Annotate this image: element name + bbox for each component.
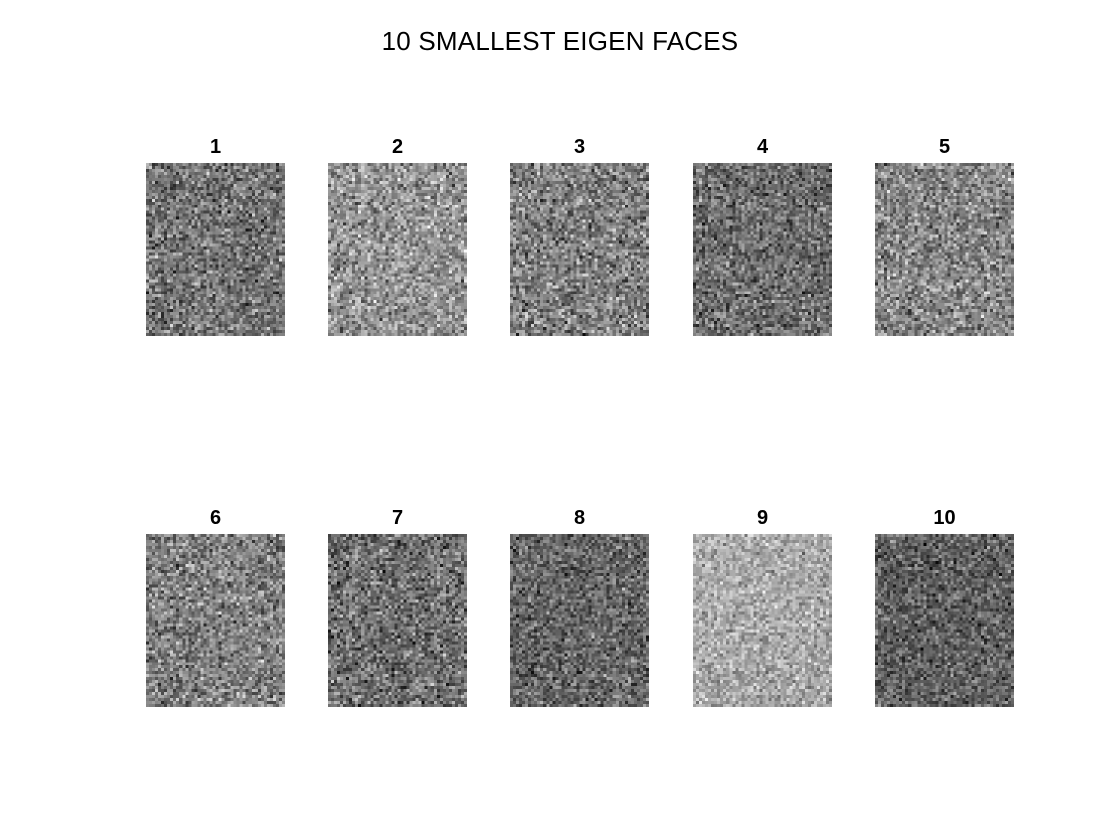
eigenface-panel-1: 1 xyxy=(146,137,285,336)
eigenface-title-9: 9 xyxy=(693,508,832,534)
eigenface-panel-10: 10 xyxy=(875,508,1014,707)
eigenface-image-7 xyxy=(328,534,467,707)
eigenface-title-4: 4 xyxy=(693,137,832,163)
eigenface-title-3: 3 xyxy=(510,137,649,163)
eigenface-image-2 xyxy=(328,163,467,336)
eigenface-image-9 xyxy=(693,534,832,707)
eigenface-title-5: 5 xyxy=(875,137,1014,163)
eigenface-panel-2: 2 xyxy=(328,137,467,336)
eigenface-title-1: 1 xyxy=(146,137,285,163)
eigenface-panel-8: 8 xyxy=(510,508,649,707)
eigenface-panel-3: 3 xyxy=(510,137,649,336)
eigenface-title-2: 2 xyxy=(328,137,467,163)
eigenface-image-3 xyxy=(510,163,649,336)
eigenface-title-7: 7 xyxy=(328,508,467,534)
eigenface-title-8: 8 xyxy=(510,508,649,534)
eigenface-panel-9: 9 xyxy=(693,508,832,707)
eigenface-title-6: 6 xyxy=(146,508,285,534)
eigenface-panel-7: 7 xyxy=(328,508,467,707)
eigenface-title-10: 10 xyxy=(875,508,1014,534)
eigenface-image-5 xyxy=(875,163,1014,336)
eigenface-image-6 xyxy=(146,534,285,707)
figure-title: 10 SMALLEST EIGEN FACES xyxy=(0,26,1120,57)
eigenface-panel-6: 6 xyxy=(146,508,285,707)
eigenface-image-10 xyxy=(875,534,1014,707)
eigenface-image-4 xyxy=(693,163,832,336)
eigenface-panel-4: 4 xyxy=(693,137,832,336)
eigenface-image-1 xyxy=(146,163,285,336)
eigenface-image-8 xyxy=(510,534,649,707)
eigenface-panel-5: 5 xyxy=(875,137,1014,336)
